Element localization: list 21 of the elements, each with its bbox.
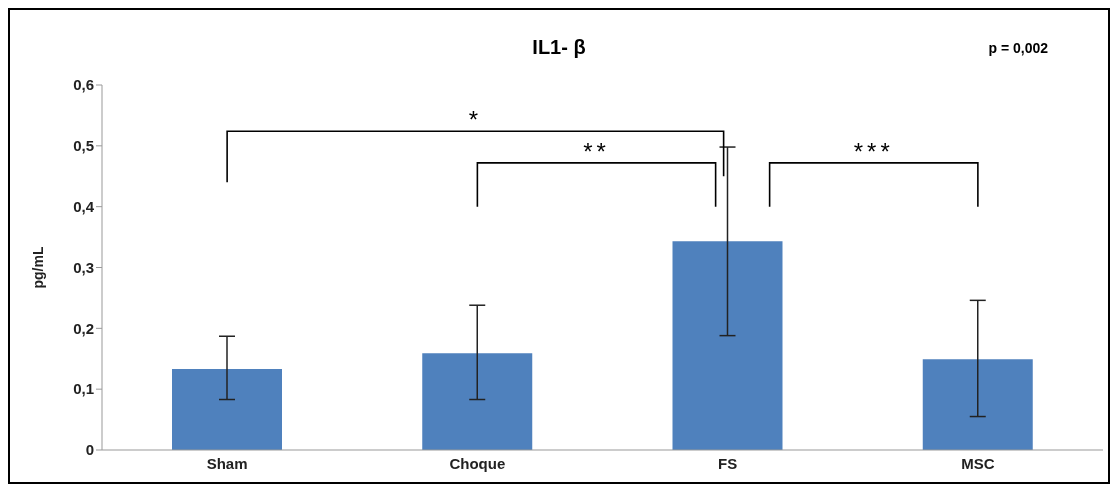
text: p = 0,002 [988, 40, 1048, 56]
x-tick-label: FS [718, 454, 738, 472]
x-tick-label: Sham [206, 454, 248, 472]
bar [672, 241, 783, 450]
y-tick-label: 0,2 [73, 319, 94, 337]
x-tick-label: Choque [449, 454, 506, 472]
chart-title: IL1- β [532, 36, 586, 58]
x-tick-label: MSC [961, 454, 995, 472]
bar [922, 359, 1033, 450]
y-tick-label: 0,5 [73, 137, 94, 155]
y-tick-label: 0,1 [73, 380, 94, 398]
bar [422, 353, 533, 450]
annotation: * [468, 106, 483, 134]
y-axis-title: pg/mL [29, 246, 46, 289]
y-tick-label: 0,4 [73, 197, 95, 215]
y-tick-label: 0,6 [73, 76, 94, 94]
bar [172, 369, 282, 450]
annotation: *** [853, 137, 894, 165]
y-tick-label: 0 [85, 441, 94, 459]
annotation: ** [583, 137, 610, 165]
y-tick-label: 0,3 [73, 258, 94, 276]
